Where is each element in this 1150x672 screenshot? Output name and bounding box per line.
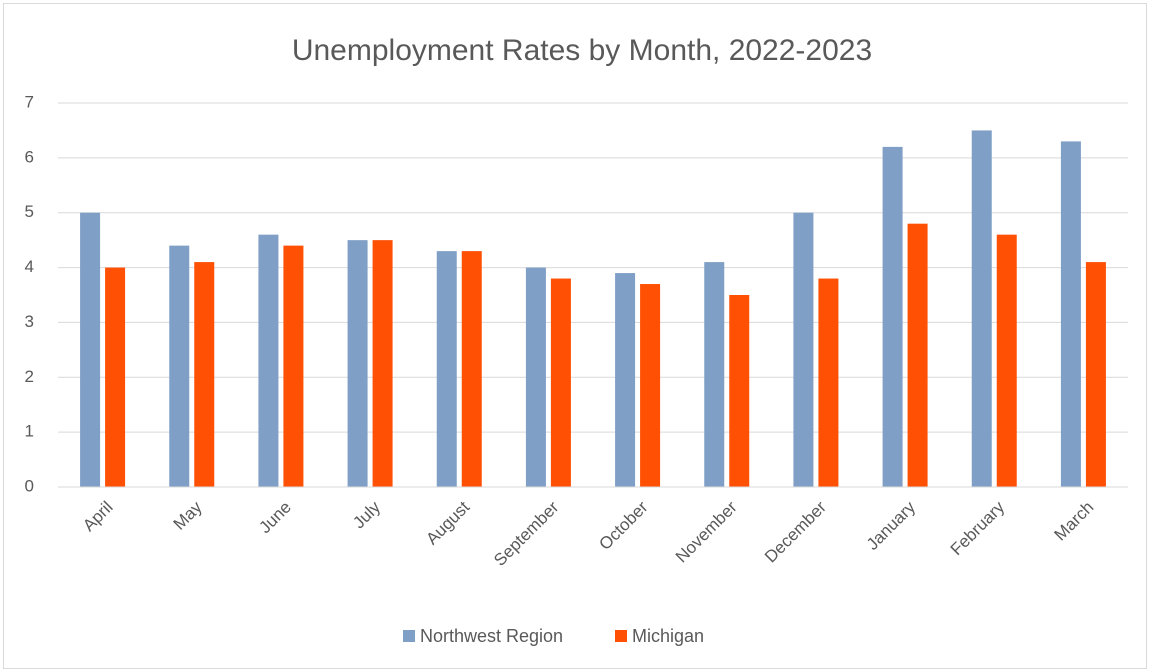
y-tick-label: 7	[25, 92, 34, 111]
legend-label: Northwest Region	[420, 626, 563, 646]
legend-swatch	[403, 630, 415, 642]
bar	[729, 295, 750, 487]
bar	[704, 262, 725, 487]
bar	[1060, 141, 1081, 487]
y-tick-label: 6	[25, 147, 34, 166]
bar	[615, 273, 636, 487]
legend-swatch	[615, 630, 627, 642]
bar	[461, 251, 482, 487]
y-tick-label: 1	[25, 422, 34, 441]
bar	[347, 240, 368, 487]
bar	[818, 278, 839, 487]
bar	[907, 223, 928, 487]
y-tick-label: 5	[25, 202, 34, 221]
bar	[793, 212, 814, 487]
chart-border	[3, 3, 1147, 669]
bar	[996, 234, 1017, 487]
bar	[525, 267, 546, 487]
bar	[550, 278, 571, 487]
bar	[640, 284, 661, 487]
bar	[283, 245, 304, 487]
legend-label: Michigan	[632, 626, 704, 646]
chart-title: Unemployment Rates by Month, 2022-2023	[292, 34, 872, 67]
y-tick-label: 4	[25, 257, 34, 276]
bar	[105, 267, 126, 487]
bar	[1085, 262, 1106, 487]
bar	[971, 130, 992, 487]
bar	[258, 234, 279, 487]
y-tick-label: 3	[25, 312, 34, 331]
bar	[882, 146, 903, 487]
bar	[169, 245, 190, 487]
bar	[436, 251, 457, 487]
y-tick-label: 2	[25, 367, 34, 386]
bar	[80, 212, 101, 487]
bar	[194, 262, 215, 487]
bar	[372, 240, 393, 487]
y-tick-label: 0	[25, 476, 34, 495]
